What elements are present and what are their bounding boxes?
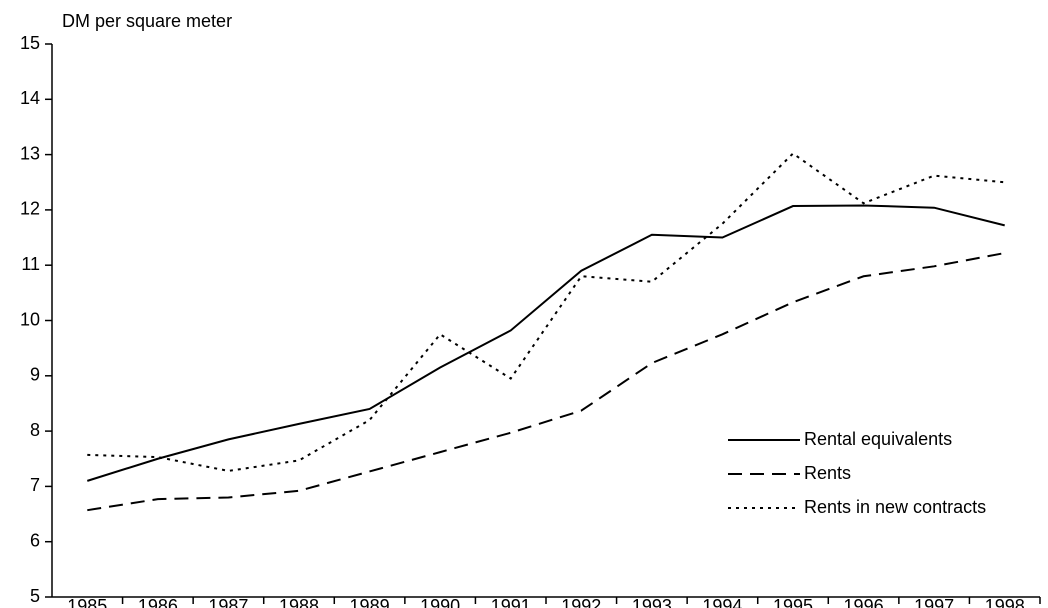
y-tick-label: 12 xyxy=(20,199,40,219)
y-tick-label: 13 xyxy=(20,143,40,163)
x-tick-label: 1990 xyxy=(420,596,460,608)
y-tick-label: 15 xyxy=(20,33,40,53)
x-tick-label: 1993 xyxy=(632,596,672,608)
legend-label: Rents in new contracts xyxy=(804,497,986,517)
x-tick-label: 1986 xyxy=(138,596,178,608)
legend-label: Rental equivalents xyxy=(804,429,952,449)
y-tick-label: 11 xyxy=(21,254,40,274)
y-axis-label: DM per square meter xyxy=(62,11,232,31)
y-tick-label: 6 xyxy=(30,530,40,550)
y-tick-label: 7 xyxy=(30,475,40,495)
x-tick-label: 1994 xyxy=(702,596,742,608)
x-tick-label: 1989 xyxy=(350,596,390,608)
x-tick-label: 1997 xyxy=(914,596,954,608)
x-tick-label: 1996 xyxy=(844,596,884,608)
x-tick-label: 1998 xyxy=(985,596,1025,608)
series-line xyxy=(87,152,1005,472)
y-tick-label: 5 xyxy=(30,586,40,606)
legend-label: Rents xyxy=(804,463,851,483)
series-line xyxy=(87,252,1005,512)
x-tick-label: 1991 xyxy=(491,596,531,608)
x-tick-label: 1985 xyxy=(67,596,107,608)
y-tick-label: 8 xyxy=(30,420,40,440)
x-tick-label: 1992 xyxy=(561,596,601,608)
y-tick-label: 9 xyxy=(30,365,40,385)
y-tick-label: 14 xyxy=(20,88,40,108)
y-tick-label: 10 xyxy=(20,309,40,329)
series-line xyxy=(86,204,1005,482)
x-tick-label: 1995 xyxy=(773,596,813,608)
x-tick-label: 1988 xyxy=(279,596,319,608)
x-tick-label: 1987 xyxy=(208,596,248,608)
